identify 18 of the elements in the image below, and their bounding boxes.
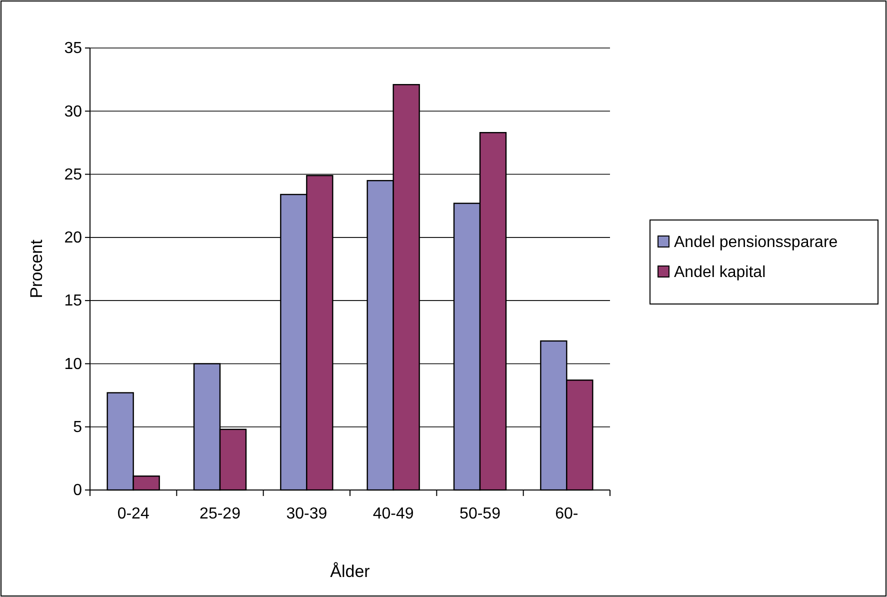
y-tick-label: 15 — [64, 292, 82, 310]
x-tick-label: 0-24 — [117, 506, 150, 523]
x-tick-label: 50-59 — [460, 506, 501, 523]
x-tick-label: 40-49 — [372, 506, 414, 523]
y-tick-label: 30 — [64, 103, 82, 120]
y-tick-label: 5 — [73, 418, 82, 436]
x-tick-label: 25-29 — [200, 506, 241, 523]
y-tick-label: 0 — [73, 482, 82, 500]
legend-label: Andel pensionssparare — [674, 234, 838, 251]
x-axis-title: Ålder — [330, 562, 370, 581]
y-tick-label: 25 — [64, 166, 82, 184]
y-tick-label: 35 — [64, 40, 82, 58]
y-tick-label: 20 — [64, 230, 82, 247]
y-axis-title: Procent — [27, 239, 46, 298]
x-tick-label: 30-39 — [286, 506, 328, 523]
y-tick-label: 10 — [64, 356, 82, 373]
legend-label: Andel kapital — [674, 264, 766, 281]
x-tick-label: 60- — [555, 506, 578, 523]
